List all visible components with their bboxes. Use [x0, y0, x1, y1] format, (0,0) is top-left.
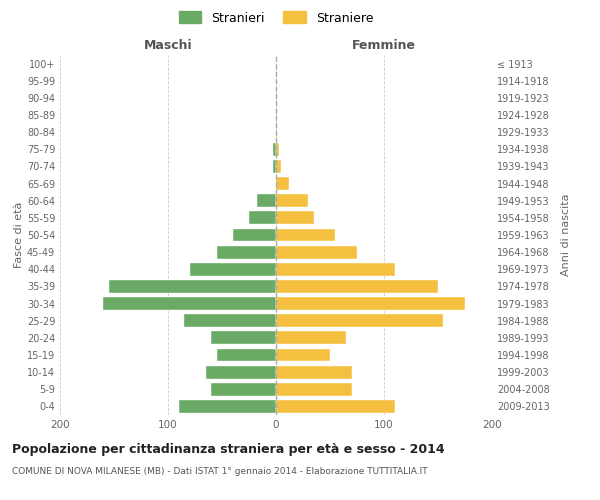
Bar	[276, 246, 357, 258]
Text: Femmine: Femmine	[352, 38, 416, 52]
Bar	[257, 194, 276, 207]
Text: Maschi: Maschi	[143, 38, 193, 52]
Text: COMUNE DI NOVA MILANESE (MB) - Dati ISTAT 1° gennaio 2014 - Elaborazione TUTTITA: COMUNE DI NOVA MILANESE (MB) - Dati ISTA…	[12, 468, 428, 476]
Bar	[276, 332, 346, 344]
Bar	[276, 280, 438, 293]
Bar	[233, 228, 276, 241]
Bar	[276, 143, 279, 156]
Bar	[276, 160, 281, 173]
Bar	[109, 280, 276, 293]
Bar	[273, 143, 276, 156]
Bar	[276, 297, 465, 310]
Bar	[276, 366, 352, 378]
Bar	[179, 400, 276, 413]
Bar	[249, 212, 276, 224]
Bar	[276, 194, 308, 207]
Bar	[276, 108, 277, 122]
Text: Popolazione per cittadinanza straniera per età e sesso - 2014: Popolazione per cittadinanza straniera p…	[12, 442, 445, 456]
Bar	[217, 246, 276, 258]
Bar	[276, 126, 277, 138]
Bar	[206, 366, 276, 378]
Bar	[273, 160, 276, 173]
Bar	[217, 348, 276, 362]
Bar	[184, 314, 276, 327]
Y-axis label: Fasce di età: Fasce di età	[14, 202, 24, 268]
Bar	[276, 400, 395, 413]
Bar	[276, 263, 395, 276]
Y-axis label: Anni di nascita: Anni di nascita	[561, 194, 571, 276]
Bar	[276, 92, 277, 104]
Bar	[276, 314, 443, 327]
Bar	[211, 383, 276, 396]
Bar	[276, 348, 330, 362]
Bar	[103, 297, 276, 310]
Legend: Stranieri, Straniere: Stranieri, Straniere	[179, 11, 373, 24]
Bar	[276, 383, 352, 396]
Bar	[276, 228, 335, 241]
Bar	[211, 332, 276, 344]
Bar	[276, 212, 314, 224]
Bar	[276, 177, 289, 190]
Bar	[190, 263, 276, 276]
